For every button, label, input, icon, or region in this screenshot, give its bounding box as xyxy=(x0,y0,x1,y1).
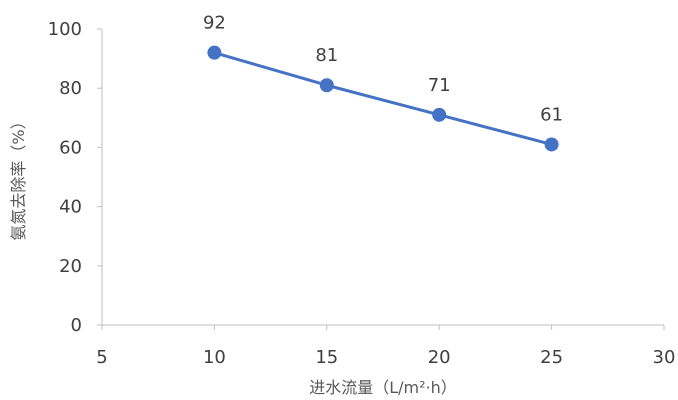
y-tick-label: 20 xyxy=(59,256,82,277)
data-point xyxy=(432,107,447,122)
x-tick-label: 30 xyxy=(653,347,676,368)
y-tick-label: 0 xyxy=(71,315,82,336)
data-point xyxy=(207,45,222,60)
data-point xyxy=(544,137,559,152)
series xyxy=(207,45,559,152)
y-axis-title: 氨氮去除率（%） xyxy=(9,113,28,240)
data-point xyxy=(319,78,334,93)
tick-labels: 0 20 40 60 80 100 5 10 15 20 25 30 xyxy=(48,19,676,368)
y-tick-label: 60 xyxy=(59,137,82,158)
data-label: 81 xyxy=(315,45,338,66)
series-line xyxy=(213,51,552,146)
x-tick-label: 5 xyxy=(96,347,107,368)
y-tick-label: 80 xyxy=(59,78,82,99)
x-tick-label: 10 xyxy=(203,347,226,368)
x-tick-label: 20 xyxy=(428,347,451,368)
data-labels: 92 81 71 61 xyxy=(203,13,563,126)
axes xyxy=(97,28,665,330)
x-tick-label: 15 xyxy=(315,347,338,368)
data-label: 71 xyxy=(428,75,451,96)
x-axis-title: 进水流量（L/m²·h） xyxy=(309,378,457,397)
y-tick-label: 40 xyxy=(59,197,82,218)
data-label: 92 xyxy=(203,13,226,34)
y-tick-label: 100 xyxy=(48,19,82,40)
data-label: 61 xyxy=(540,104,563,125)
x-tick-label: 25 xyxy=(540,347,563,368)
